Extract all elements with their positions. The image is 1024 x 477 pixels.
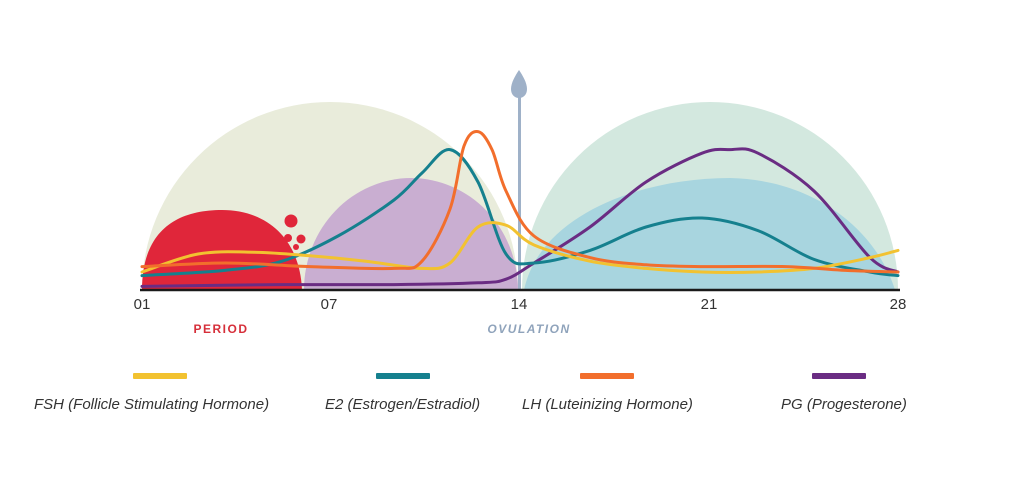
legend-label-pg: PG (Progesterone) — [781, 396, 907, 413]
period-drop — [284, 234, 292, 242]
x-tick-label: 01 — [134, 296, 151, 313]
legend-swatch-pg — [812, 373, 866, 379]
x-tick-label: 28 — [890, 296, 907, 313]
period-label: PERIOD — [193, 322, 248, 336]
legend-swatch-lh — [580, 373, 634, 379]
period-drop — [284, 214, 298, 228]
series-line-pg — [140, 147, 900, 288]
series-line-fsh — [140, 221, 900, 274]
legend: FSH (Follicle Stimulating Hormone) E2 (E… — [0, 360, 1024, 430]
legend-swatch-e2 — [376, 373, 430, 379]
series-line-e2 — [140, 148, 900, 278]
ovulation-line — [518, 88, 521, 290]
x-tick-label: 21 — [701, 296, 718, 313]
legend-label-lh: LH (Luteinizing Hormone) — [522, 396, 693, 413]
series-line-lh — [140, 130, 900, 274]
follicle-dome — [304, 178, 518, 290]
x-tick-label: 07 — [321, 296, 338, 313]
legend-swatch-fsh — [133, 373, 187, 379]
period-dome — [142, 210, 302, 290]
ovulation-egg-icon — [511, 70, 527, 98]
x-tick-label: 14 — [511, 296, 528, 313]
period-drop — [296, 234, 306, 244]
legend-label-e2: E2 (Estrogen/Estradiol) — [325, 396, 481, 413]
period-drop — [293, 244, 299, 250]
ovulation-label: OVULATION — [487, 322, 570, 336]
hormone-cycle-chart: 01 07 14 21 28 PERIOD OVULATION — [134, 70, 907, 336]
legend-label-fsh: FSH (Follicle Stimulating Hormone) — [34, 396, 270, 413]
